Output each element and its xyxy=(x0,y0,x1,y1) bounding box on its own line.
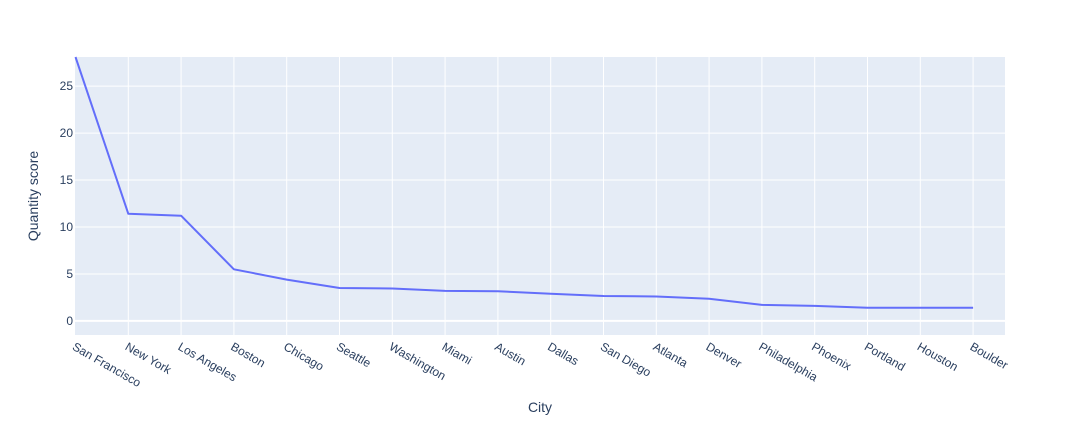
x-gridlines xyxy=(127,57,974,335)
x-tick-label: Philadelphia xyxy=(756,339,820,384)
x-axis-title: City xyxy=(528,399,552,415)
x-tick-label: Phoenix xyxy=(809,339,854,373)
x-tick-label: Los Angeles xyxy=(176,339,240,384)
x-tick-label: Denver xyxy=(704,339,745,370)
x-tick-label: Washington xyxy=(387,339,449,383)
y-tick-label: 0 xyxy=(66,314,73,328)
x-tick-label: Miami xyxy=(440,339,475,367)
y-tick-label: 25 xyxy=(60,79,74,93)
y-axis-title: Quantity score xyxy=(25,151,41,241)
x-tick-label: Boulder xyxy=(968,339,1011,372)
y-tick-labels: 0 5 10 15 20 25 xyxy=(60,79,74,328)
x-tick-label: San Diego xyxy=(598,339,654,379)
x-tick-label: Portland xyxy=(862,339,908,373)
plot-background xyxy=(75,57,1005,335)
x-tick-label: Seattle xyxy=(334,339,374,370)
series-layer xyxy=(74,56,974,309)
x-tick-label: Austin xyxy=(492,339,528,368)
series-line xyxy=(74,56,974,309)
x-tick-label: Boston xyxy=(228,339,267,370)
x-tick-label: Houston xyxy=(915,339,961,373)
x-tick-label: Dallas xyxy=(545,339,581,368)
x-tick-label: Chicago xyxy=(281,339,326,373)
x-tick-label: Atlanta xyxy=(651,339,691,370)
y-tick-label: 5 xyxy=(66,267,73,281)
y-tick-label: 20 xyxy=(60,126,74,140)
y-gridlines xyxy=(75,85,1005,322)
y-tick-label: 15 xyxy=(60,173,74,187)
y-tick-label: 10 xyxy=(60,220,74,234)
